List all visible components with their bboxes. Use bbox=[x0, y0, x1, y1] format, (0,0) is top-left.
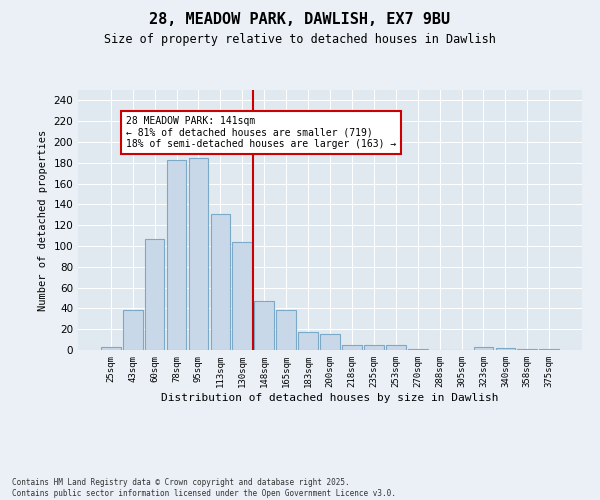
Y-axis label: Number of detached properties: Number of detached properties bbox=[38, 130, 48, 310]
Bar bbox=[342, 345, 362, 350]
Bar bbox=[517, 349, 537, 350]
Bar bbox=[188, 158, 208, 350]
Bar bbox=[167, 160, 187, 350]
Bar bbox=[254, 301, 274, 350]
Bar bbox=[408, 349, 428, 350]
Bar bbox=[276, 310, 296, 350]
Bar bbox=[364, 345, 384, 350]
X-axis label: Distribution of detached houses by size in Dawlish: Distribution of detached houses by size … bbox=[161, 392, 499, 402]
Bar bbox=[473, 347, 493, 350]
Bar bbox=[320, 334, 340, 350]
Bar bbox=[298, 332, 318, 350]
Bar bbox=[386, 345, 406, 350]
Bar bbox=[496, 348, 515, 350]
Text: 28, MEADOW PARK, DAWLISH, EX7 9BU: 28, MEADOW PARK, DAWLISH, EX7 9BU bbox=[149, 12, 451, 28]
Text: Size of property relative to detached houses in Dawlish: Size of property relative to detached ho… bbox=[104, 32, 496, 46]
Bar bbox=[232, 242, 252, 350]
Text: 28 MEADOW PARK: 141sqm
← 81% of detached houses are smaller (719)
18% of semi-de: 28 MEADOW PARK: 141sqm ← 81% of detached… bbox=[126, 116, 397, 149]
Bar bbox=[123, 310, 143, 350]
Bar bbox=[539, 349, 559, 350]
Bar bbox=[145, 238, 164, 350]
Bar bbox=[211, 214, 230, 350]
Text: Contains HM Land Registry data © Crown copyright and database right 2025.
Contai: Contains HM Land Registry data © Crown c… bbox=[12, 478, 396, 498]
Bar bbox=[101, 347, 121, 350]
